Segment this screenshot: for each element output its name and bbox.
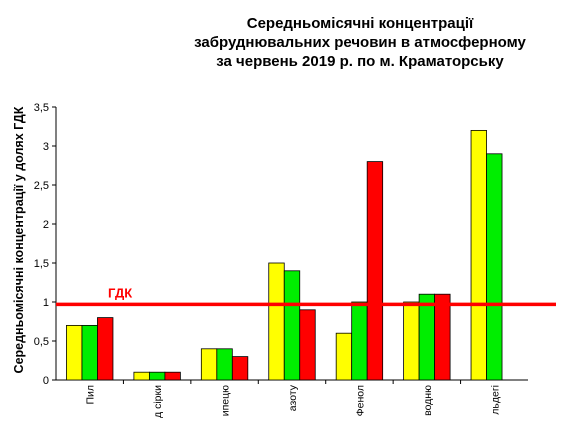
- y-tick-label: 2,5: [34, 180, 49, 192]
- y-tick-label: 1,5: [34, 258, 49, 270]
- bar: [486, 153, 503, 381]
- bar: [133, 371, 150, 381]
- x-tick-label: ипецю: [220, 385, 232, 416]
- bar: [283, 270, 301, 381]
- title-line-3: за червень 2019 р. по м. Краматорську: [216, 53, 504, 70]
- x-tick-label: льдегі: [489, 385, 501, 415]
- y-tick-label: 0: [43, 375, 49, 387]
- x-tick-label: д сірки: [152, 385, 164, 418]
- x-tick-label: Фенол: [354, 385, 366, 416]
- bar: [200, 348, 218, 381]
- x-tick-label: Пил: [85, 385, 97, 405]
- reference-line-label: ГДК: [108, 285, 132, 300]
- bar: [470, 129, 487, 381]
- y-tick-label: 0,5: [34, 336, 49, 348]
- y-tick-label: 2: [43, 219, 49, 231]
- bar: [351, 301, 368, 381]
- bar: [418, 293, 436, 381]
- chart-title: Середньомісячні концентрації забруднювал…: [150, 14, 570, 71]
- x-tick-label: азоту: [287, 384, 299, 411]
- y-tick-label: 3: [43, 141, 49, 153]
- title-line-1: Середньомісячні концентрації: [246, 15, 474, 32]
- y-tick-label: 3,5: [34, 102, 49, 114]
- bar: [299, 309, 316, 381]
- bar: [66, 324, 83, 381]
- bar: [231, 356, 249, 381]
- y-tick-label: 1: [43, 297, 49, 309]
- title-line-2: забруднювальних речовин в атмосферному: [194, 34, 526, 51]
- bar: [216, 348, 233, 381]
- bar: [335, 332, 353, 381]
- x-tick-label: водню: [422, 385, 434, 416]
- bar: [434, 293, 451, 381]
- bar: [148, 371, 166, 381]
- bar: [164, 371, 181, 381]
- bar: [97, 317, 114, 381]
- bar: [366, 161, 384, 381]
- bar: [403, 301, 420, 381]
- bar: [268, 262, 285, 381]
- bar: [81, 324, 98, 381]
